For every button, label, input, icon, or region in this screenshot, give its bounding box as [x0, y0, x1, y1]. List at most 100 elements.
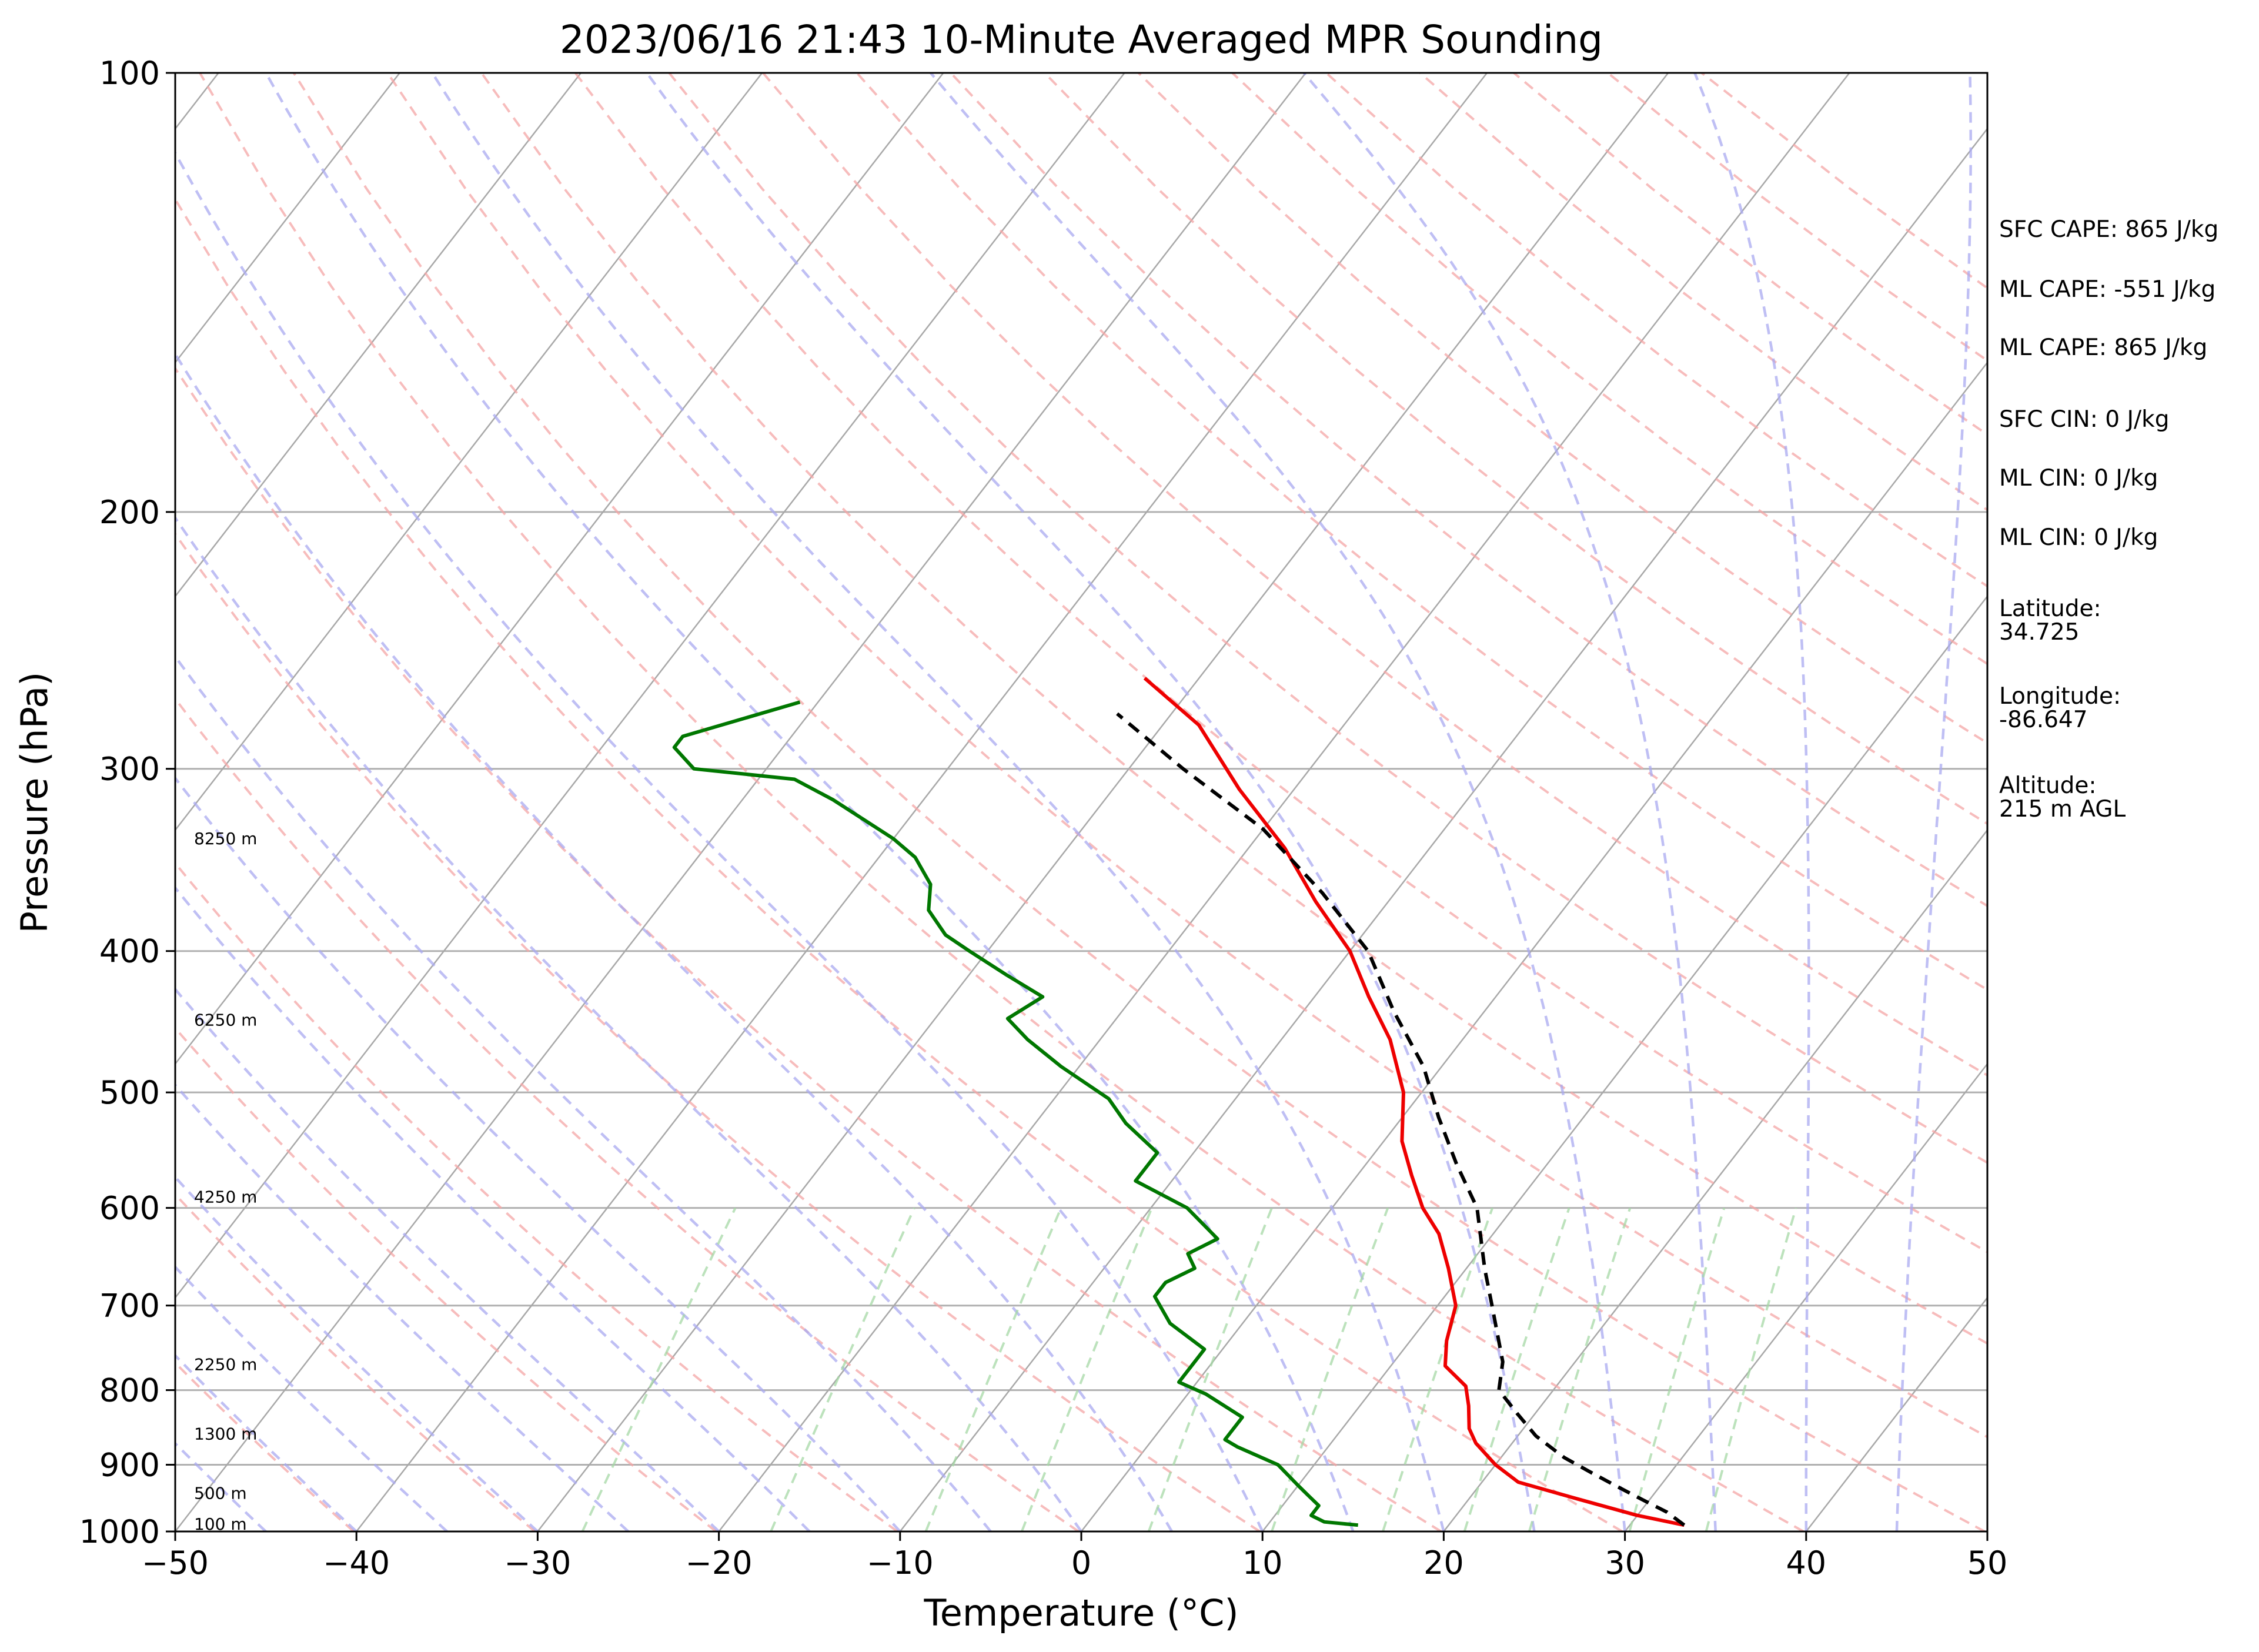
- height-label: 6250 m: [194, 1011, 257, 1030]
- height-label: 8250 m: [194, 829, 257, 848]
- isotherm-line: [899, 127, 1987, 1531]
- y-axis-ticks: 100 200 300 400 500 600 700 800 900 1000: [79, 55, 175, 1550]
- annotation-text: ML CAPE: 865 J/kg: [1999, 335, 2207, 361]
- parcel-profile: [1116, 712, 1686, 1527]
- isotherm-line: [1081, 361, 1987, 1531]
- mixing-ratio-line: [1463, 1207, 1570, 1531]
- moist-adiabat-line: [175, 150, 1264, 1531]
- isotherm-line: [175, 73, 763, 832]
- annotation-text: ML CIN: 0 J/kg: [1999, 465, 2158, 491]
- y-tick-label: 100: [99, 55, 160, 92]
- y-tick-label: 800: [99, 1372, 160, 1409]
- x-tick-label: −20: [686, 1544, 753, 1581]
- height-label: 100 m: [194, 1514, 247, 1534]
- moist-adiabat-line: [1302, 73, 1717, 1531]
- dry-adiabat-line: [856, 73, 1987, 991]
- annotation-text: SFC CAPE: 865 J/kg: [1999, 216, 2218, 243]
- y-axis-label: Pressure (hPa): [13, 672, 56, 934]
- annotation-text: Latitude:: [1999, 596, 2101, 622]
- isotherm-lines: [175, 73, 1987, 1531]
- y-tick-label: 500: [99, 1074, 160, 1111]
- dry-adiabat-line: [950, 73, 1987, 908]
- y-tick-label: 200: [99, 494, 160, 531]
- x-axis-ticks: −50 −40 −30 −20 −10 0 10 20 30 40 50: [142, 1531, 2007, 1581]
- isotherm-line: [356, 73, 1488, 1531]
- dry-adiabat-line: [386, 73, 1987, 1439]
- moist-adiabat-line: [431, 73, 1445, 1531]
- dry-adiabat-line: [175, 531, 1261, 1531]
- mixing-ratio-lines: [581, 1207, 1797, 1531]
- isotherm-line: [175, 73, 944, 1065]
- dewpoint-profile: [672, 700, 1358, 1527]
- annotation-text: 215 m AGL: [1999, 796, 2126, 822]
- x-tick-label: 30: [1605, 1544, 1645, 1581]
- y-tick-label: 1000: [79, 1513, 160, 1550]
- plot-background: [175, 73, 1987, 1531]
- dry-adiabat-line: [1137, 73, 1987, 745]
- isotherm-line: [1443, 828, 1987, 1531]
- annotation-text: SFC CIN: 0 J/kg: [1999, 406, 2169, 433]
- moist-adiabat-line: [175, 1265, 448, 1531]
- mixing-ratio-line: [581, 1207, 737, 1531]
- x-axis-label: Temperature (°C): [923, 1591, 1238, 1634]
- x-tick-label: −30: [504, 1544, 571, 1581]
- annotation-text: 34.725: [1999, 619, 2079, 646]
- height-labels: 100 m 500 m 1300 m 2250 m 4250 m 6250 m 8250 m: [194, 829, 257, 1534]
- isotherm-line: [175, 73, 582, 598]
- mixing-ratio-line: [1381, 1207, 1494, 1531]
- x-tick-label: 10: [1242, 1544, 1283, 1581]
- pressure-gridlines: [175, 511, 1987, 1466]
- x-tick-label: 20: [1423, 1544, 1464, 1581]
- moist-adiabat-line: [175, 352, 1174, 1531]
- moist-adiabat-line: [175, 987, 720, 1531]
- isotherm-line: [175, 73, 400, 364]
- dry-adiabat-line: [1044, 73, 1987, 825]
- moist-adiabat-line: [1895, 73, 1972, 1531]
- mixing-ratio-line: [1271, 1207, 1389, 1531]
- isotherm-line: [1624, 1062, 1987, 1531]
- height-label: 1300 m: [194, 1424, 257, 1444]
- x-tick-label: 40: [1786, 1544, 1826, 1581]
- moist-adiabat-line: [1693, 73, 1810, 1531]
- y-tick-label: 700: [99, 1288, 160, 1325]
- moist-adiabat-line: [646, 73, 1536, 1531]
- x-tick-label: 50: [1967, 1544, 2008, 1581]
- dry-adiabat-line: [762, 73, 1987, 1077]
- moist-adiabat-line: [175, 885, 811, 1531]
- moist-adiabat-line: [175, 1353, 357, 1531]
- dry-adiabat-line: [175, 366, 1442, 1531]
- temperature-profile: [1143, 677, 1685, 1527]
- dry-adiabat-line: [480, 73, 1987, 1345]
- chart-title: 2023/06/16 21:43 10-Minute Averaged MPR …: [560, 17, 1603, 62]
- moist-adiabat-line: [175, 776, 901, 1531]
- annotation-text: -86.647: [1999, 707, 2088, 733]
- mixing-ratio-line: [1147, 1207, 1273, 1531]
- dry-adiabat-line: [668, 73, 1987, 1165]
- dry-adiabat-line: [175, 861, 898, 1531]
- annotation-text: ML CAPE: -551 J/kg: [1999, 276, 2215, 303]
- dry-adiabat-line: [1231, 73, 1987, 666]
- moist-adiabat-line: [175, 515, 1082, 1531]
- x-tick-label: −10: [867, 1544, 934, 1581]
- height-label: 500 m: [194, 1484, 247, 1503]
- y-tick-label: 300: [99, 751, 160, 788]
- dry-adiabat-line: [175, 1026, 717, 1531]
- x-tick-label: −50: [142, 1544, 209, 1581]
- height-label: 4250 m: [194, 1188, 257, 1207]
- dry-adiabat-line: [175, 697, 1080, 1531]
- annotation-text: Altitude:: [1999, 773, 2097, 799]
- height-label: 2250 m: [194, 1355, 257, 1374]
- dry-adiabat-line: [175, 197, 1623, 1531]
- mixing-ratio-line: [1705, 1208, 1797, 1531]
- x-tick-label: −40: [323, 1544, 390, 1581]
- isotherm-line: [175, 73, 1306, 1531]
- isotherm-line: [175, 73, 1125, 1299]
- dry-adiabat-lines: [175, 73, 1987, 1531]
- y-tick-label: 400: [99, 933, 160, 970]
- annotation-text: Longitude:: [1999, 683, 2121, 710]
- mixing-ratio-line: [1628, 1208, 1726, 1531]
- dry-adiabat-line: [574, 73, 1987, 1253]
- info-panel: SFC CAPE: 865 J/kg ML CAPE: -551 J/kg ML C…: [1999, 216, 2218, 822]
- isotherm-line: [537, 73, 1669, 1531]
